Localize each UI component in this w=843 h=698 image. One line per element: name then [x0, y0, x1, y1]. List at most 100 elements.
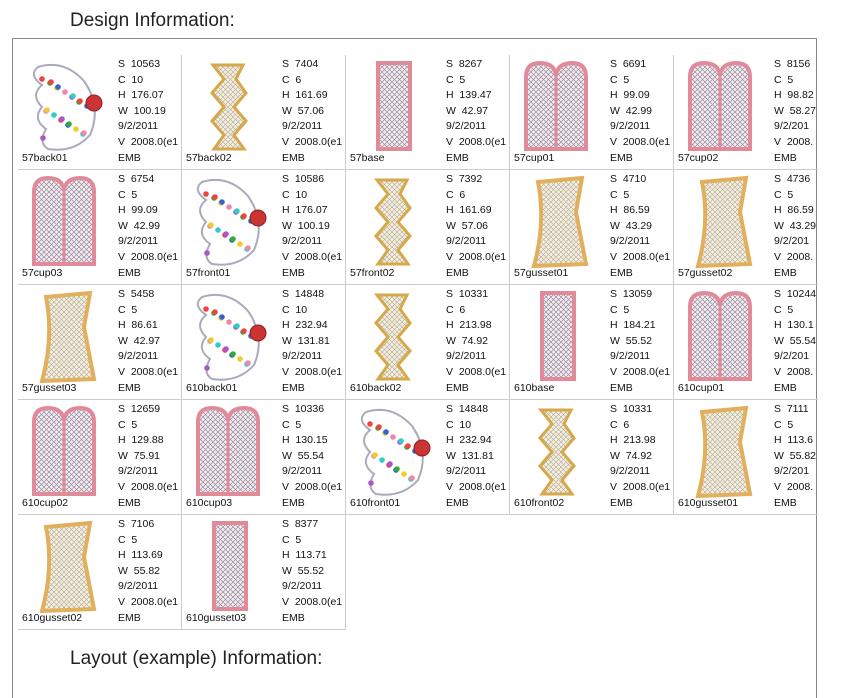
design-thumbnail [32, 175, 96, 266]
design-attr: V 2008. [774, 251, 814, 263]
design-attr: W 43.29 [774, 219, 817, 232]
design-attr: W 42.99 [610, 104, 653, 117]
design-cell: 610back02 S 10331 C 6 H 213.98 W 74.92 9/2/20… [346, 285, 510, 400]
design-grid: 57back01 S 10563 C 10 H 176.07 W 100.19 9/2/2… [18, 55, 818, 631]
design-name: 610gusset02 [22, 612, 83, 624]
design-attr: EMB [774, 496, 797, 509]
design-attr: V 2008.0(e1 [118, 481, 179, 493]
design-thumbnail [531, 175, 589, 269]
design-attr: EMB [446, 151, 469, 164]
design-cell: 57back02 S 7404 C 6 H 161.69 W 57.06 9/2/2011… [182, 55, 346, 170]
design-attr: 9/2/2011 [610, 235, 651, 248]
design-attr: 9/2/201 [774, 350, 810, 363]
design-attr: W 131.81 [282, 334, 330, 347]
design-name: 610front02 [514, 497, 565, 509]
design-attr: 9/2/2011 [282, 235, 323, 248]
design-attr: EMB [118, 151, 141, 164]
design-name: 610gusset01 [678, 497, 739, 509]
design-cell: 610cup03 S 10336 C 5 H 130.15 W 55.54 9/2/201… [182, 400, 346, 515]
design-attr: W 74.92 [610, 449, 653, 462]
design-cell: 57cup03 S 6754 C 5 H 99.09 W 42.99 9/2/2011 V … [18, 170, 182, 285]
design-attr: H 176.07 [282, 204, 328, 217]
design-attr: 9/2/2011 [118, 350, 159, 363]
design-attr: S 8156 [774, 58, 811, 70]
design-attr: S 8377 [282, 518, 319, 530]
design-attr: C 5 [118, 303, 138, 316]
design-attr: H 176.07 [118, 89, 164, 102]
design-cell: 57base S 8267 C 5 H 139.47 W 42.97 9/2/2011 V … [346, 55, 510, 170]
design-attr: 9/2/2011 [446, 120, 487, 133]
design-attr: H 99.09 [118, 204, 158, 217]
design-attr: 9/2/2011 [118, 235, 159, 248]
design-cell: 610gusset03 S 8377 C 5 H 113.71 W 55.52 9/2/2… [182, 515, 346, 630]
design-attr: S 10331 [610, 403, 653, 415]
design-attr: 9/2/2011 [118, 580, 159, 593]
design-thumbnail [209, 63, 248, 151]
design-attr: V 2008.0(e1 [610, 481, 671, 493]
design-attr: C 6 [610, 418, 630, 431]
design-attr: EMB [118, 266, 141, 279]
design-name: 57cup01 [514, 152, 555, 164]
design-attr: C 5 [118, 533, 138, 546]
design-attr: 9/2/2011 [282, 580, 323, 593]
design-attr: EMB [774, 381, 797, 394]
design-attr: H 161.69 [282, 89, 328, 102]
design-name: 610back01 [186, 382, 238, 394]
design-cell: 57cup01 S 6691 C 5 H 99.09 W 42.99 9/2/2011 V … [510, 55, 674, 170]
design-cell: 57cup02 S 8156 C 5 H 98.82 W 58.27 9/2/201 V 2… [674, 55, 818, 170]
design-name: 610cup03 [186, 497, 233, 509]
design-attr: C 5 [774, 418, 794, 431]
design-attr: EMB [610, 266, 633, 279]
design-attr: V 2008.0(e1 [118, 136, 179, 148]
design-attr: W 55.52 [610, 334, 653, 347]
design-cell: 57gusset03 S 5458 C 5 H 86.61 W 42.97 9/2/201… [18, 285, 182, 400]
design-attr: EMB [282, 496, 305, 509]
design-thumbnail [376, 61, 412, 151]
design-name: 57base [350, 152, 385, 164]
design-attr: S 7106 [118, 518, 155, 530]
design-attr: H 98.82 [774, 89, 814, 102]
design-thumbnail [32, 405, 96, 496]
design-attr: C 10 [118, 73, 144, 86]
design-attr: W 74.92 [446, 334, 489, 347]
design-attr: W 42.97 [118, 334, 161, 347]
design-attr: W 55.82 [118, 564, 161, 577]
design-cell: 610back01 S 14848 C 10 H 232.94 W 131.81 9/2/… [182, 285, 346, 400]
design-cell: 610cup01 S 10244 C 5 H 130.1 W 55.54 9/2/201 V… [674, 285, 818, 400]
design-attr: H 86.59 [774, 204, 814, 217]
design-attr: 9/2/2011 [446, 465, 487, 478]
design-attr: EMB [282, 151, 305, 164]
design-name: 610front01 [350, 497, 401, 509]
design-name: 610base [514, 382, 555, 394]
design-attr: EMB [118, 611, 141, 624]
design-thumbnail [360, 408, 431, 496]
design-name: 57cup02 [678, 152, 719, 164]
design-attr: W 55.54 [774, 334, 817, 347]
design-attr: S 14848 [282, 288, 325, 300]
design-attr: S 10563 [118, 58, 161, 70]
design-attr: C 5 [774, 73, 794, 86]
design-name: 57back02 [186, 152, 232, 164]
design-attr: W 55.54 [282, 449, 325, 462]
design-name: 610gusset03 [186, 612, 247, 624]
design-cell: 610gusset01 S 7111 C 5 H 113.6 W 55.82 9/2/20… [674, 400, 818, 515]
design-attr: S 10244 [774, 288, 817, 300]
design-thumbnail [373, 178, 412, 266]
design-attr: W 55.82 [774, 449, 817, 462]
design-attr: C 5 [774, 188, 794, 201]
design-attr: C 10 [446, 418, 472, 431]
design-name: 57gusset01 [514, 267, 569, 279]
design-attr: H 232.94 [446, 434, 492, 447]
design-cell: 610base S 13059 C 5 H 184.21 W 55.52 9/2/2011… [510, 285, 674, 400]
design-name: 57gusset02 [678, 267, 733, 279]
design-name: 57gusset03 [22, 382, 77, 394]
design-attr: W 100.19 [282, 219, 330, 232]
design-attr: V 2008.0(e1 [446, 251, 507, 263]
design-attr: H 99.09 [610, 89, 650, 102]
design-attr: H 139.47 [446, 89, 492, 102]
design-attr: C 5 [610, 188, 630, 201]
design-attr: V 2008.0(e1 [118, 596, 179, 608]
design-attr: 9/2/2011 [282, 120, 323, 133]
design-attr: V 2008.0(e1 [610, 136, 671, 148]
design-attr: 9/2/2011 [446, 350, 487, 363]
